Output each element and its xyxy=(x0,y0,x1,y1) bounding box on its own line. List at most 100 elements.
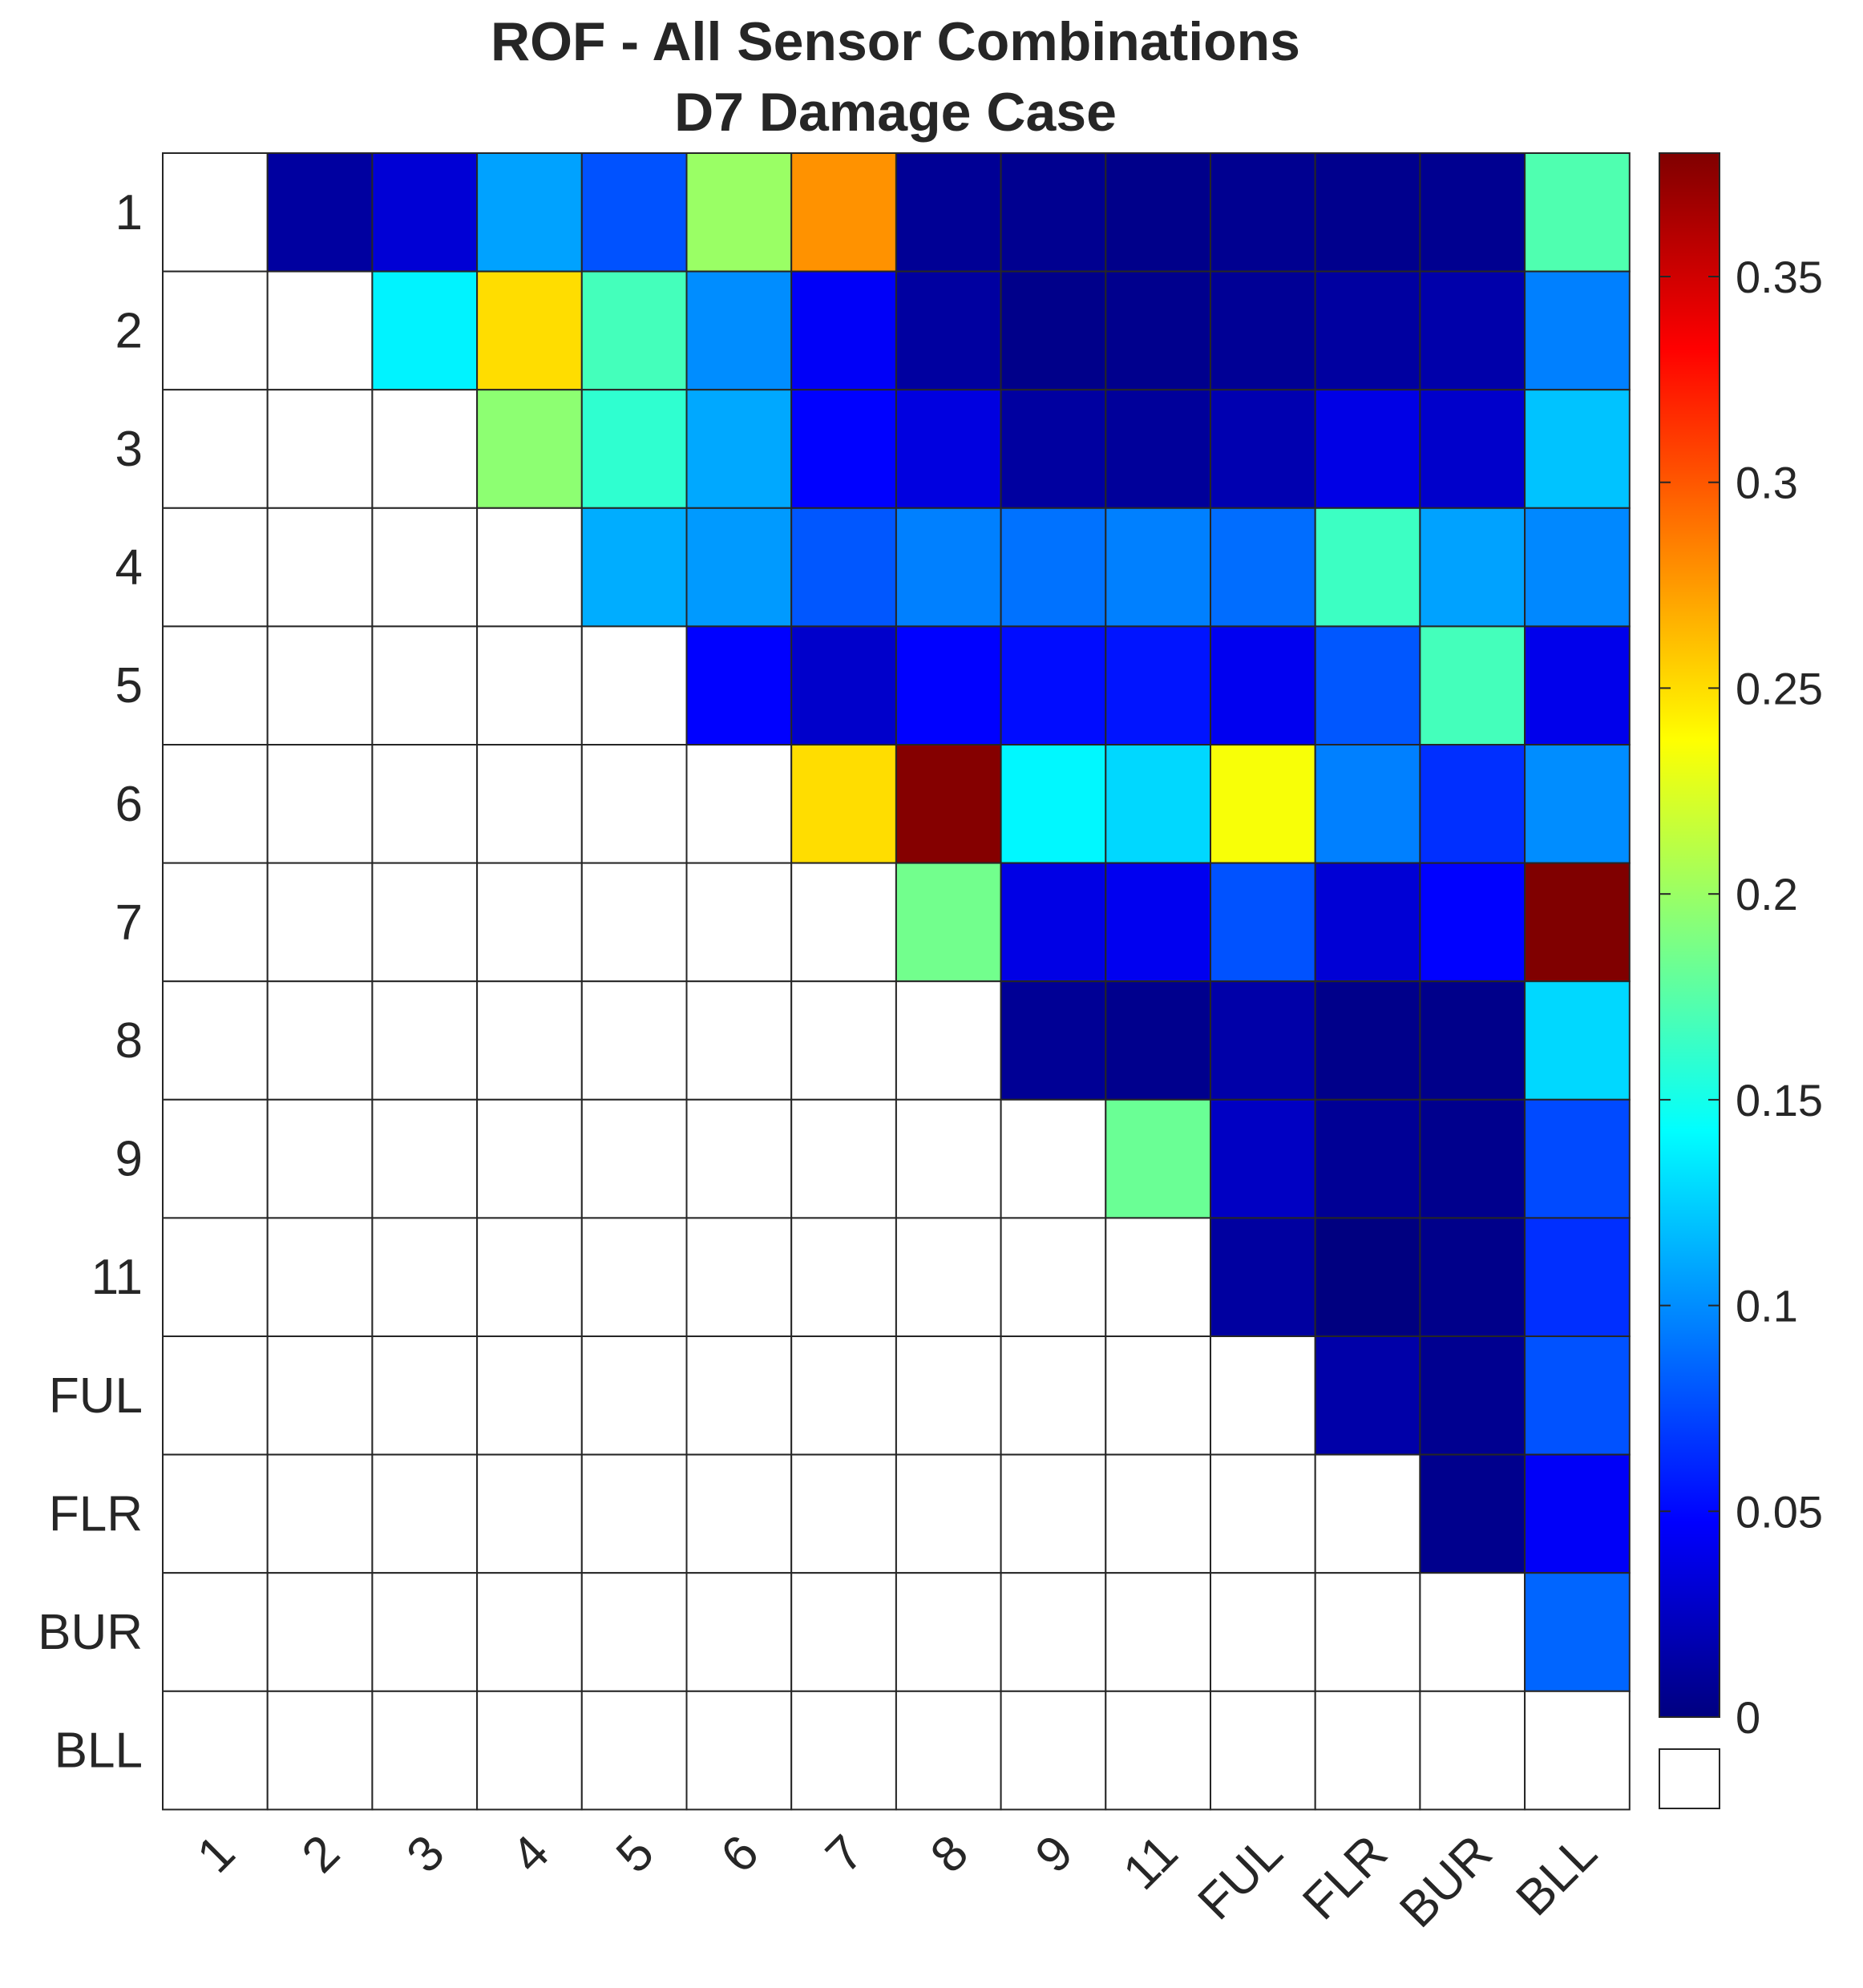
heatmap-cell-r2-c8 xyxy=(895,270,1002,391)
heatmap-cell-r2-c13 xyxy=(1419,270,1526,391)
heatmap-cell-r7-c9 xyxy=(1000,862,1107,983)
heatmap-cell-r4-c1 xyxy=(162,507,269,628)
row-label-2: 2 xyxy=(115,303,143,358)
heatmap-cell-r8-c9 xyxy=(1000,980,1107,1101)
heatmap-cell-r3-c12 xyxy=(1314,389,1421,509)
heatmap-cell-r7-c1 xyxy=(162,862,269,983)
row-label-5: 5 xyxy=(115,658,143,713)
heatmap-cell-r12-c13 xyxy=(1419,1453,1526,1574)
heatmap-cell-r12-c3 xyxy=(371,1453,479,1574)
heatmap-cell-r7-c11 xyxy=(1210,862,1316,983)
heatmap-cell-r8-c2 xyxy=(266,980,374,1101)
row-label-14: BLL xyxy=(55,1723,143,1779)
heatmap-cell-r2-c5 xyxy=(580,270,688,391)
heatmap-cell-r2-c12 xyxy=(1314,270,1421,391)
heatmap-cell-r1-c9 xyxy=(1000,152,1107,273)
heatmap-cell-r14-c1 xyxy=(162,1690,269,1811)
heatmap-cell-r3-c4 xyxy=(476,389,583,509)
colorbar-tick-label-0: 0 xyxy=(1736,1692,1760,1743)
colorbar-gradient xyxy=(1659,152,1720,1718)
heatmap-cell-r3-c8 xyxy=(895,389,1002,509)
heatmap-cell-r11-c6 xyxy=(685,1335,793,1456)
heatmap-cell-r3-c13 xyxy=(1419,389,1526,509)
heatmap-cell-r2-c9 xyxy=(1000,270,1107,391)
heatmap-cell-r10-c13 xyxy=(1419,1217,1526,1338)
heatmap-cell-r13-c7 xyxy=(790,1572,897,1692)
colorbar-tick-label-4: 0.2 xyxy=(1736,869,1798,919)
colorbar-tick-label-2: 0.1 xyxy=(1736,1281,1798,1331)
colorbar-tick-label-5: 0.25 xyxy=(1736,663,1823,713)
heatmap-cell-r5-c4 xyxy=(476,625,583,746)
heatmap-cell-r6-c9 xyxy=(1000,744,1107,864)
heatmap-cell-r13-c9 xyxy=(1000,1572,1107,1692)
heatmap-cell-r11-c8 xyxy=(895,1335,1002,1456)
heatmap-cell-r9-c10 xyxy=(1105,1098,1212,1219)
column-label-7: 7 xyxy=(815,1825,874,1884)
column-label-6: 6 xyxy=(711,1825,770,1884)
heatmap-cell-r7-c6 xyxy=(685,862,793,983)
heatmap-cell-r8-c1 xyxy=(162,980,269,1101)
heatmap-cell-r8-c6 xyxy=(685,980,793,1101)
heatmap-cell-r10-c14 xyxy=(1524,1217,1631,1338)
heatmap-cell-r3-c6 xyxy=(685,389,793,509)
heatmap-cell-r5-c10 xyxy=(1105,625,1212,746)
heatmap-cell-r2-c6 xyxy=(685,270,793,391)
heatmap-cell-r9-c2 xyxy=(266,1098,374,1219)
heatmap-cell-r14-c7 xyxy=(790,1690,897,1811)
heatmap-cell-r12-c10 xyxy=(1105,1453,1212,1574)
heatmap-cell-r7-c14 xyxy=(1524,862,1631,983)
heatmap-cell-r8-c14 xyxy=(1524,980,1631,1101)
heatmap-cell-r13-c10 xyxy=(1105,1572,1212,1692)
heatmap-cell-r14-c13 xyxy=(1419,1690,1526,1811)
heatmap-cell-r11-c9 xyxy=(1000,1335,1107,1456)
colorbar-tick-label-7: 0.35 xyxy=(1736,252,1823,302)
row-label-4: 4 xyxy=(115,540,143,596)
heatmap-cell-r9-c8 xyxy=(895,1098,1002,1219)
heatmap-cell-r1-c13 xyxy=(1419,152,1526,273)
heatmap-cell-r6-c2 xyxy=(266,744,374,864)
heatmap-cell-r12-c9 xyxy=(1000,1453,1107,1574)
heatmap-cell-r4-c12 xyxy=(1314,507,1421,628)
heatmap-cell-r5-c5 xyxy=(580,625,688,746)
heatmap-cell-r12-c12 xyxy=(1314,1453,1421,1574)
heatmap-cell-r5-c2 xyxy=(266,625,374,746)
heatmap-cell-r5-c12 xyxy=(1314,625,1421,746)
row-label-12: FLR xyxy=(49,1486,143,1542)
heatmap-cell-r2-c10 xyxy=(1105,270,1212,391)
heatmap-cell-r10-c2 xyxy=(266,1217,374,1338)
heatmap-cell-r12-c1 xyxy=(162,1453,269,1574)
heatmap-cell-r13-c2 xyxy=(266,1572,374,1692)
heatmap-cell-r11-c11 xyxy=(1210,1335,1316,1456)
column-label-14: BLL xyxy=(1505,1825,1607,1927)
heatmap-cell-r9-c13 xyxy=(1419,1098,1526,1219)
column-label-5: 5 xyxy=(606,1825,665,1884)
heatmap-cell-r1-c5 xyxy=(580,152,688,273)
heatmap-cell-r11-c14 xyxy=(1524,1335,1631,1456)
heatmap-cell-r7-c13 xyxy=(1419,862,1526,983)
heatmap-cell-r1-c4 xyxy=(476,152,583,273)
heatmap-cell-r2-c2 xyxy=(266,270,374,391)
heatmap-cell-r12-c8 xyxy=(895,1453,1002,1574)
heatmap-cell-r7-c3 xyxy=(371,862,479,983)
heatmap-cell-r9-c1 xyxy=(162,1098,269,1219)
heatmap-cell-r4-c5 xyxy=(580,507,688,628)
row-label-7: 7 xyxy=(115,895,143,950)
heatmap-cell-r8-c5 xyxy=(580,980,688,1101)
heatmap-cell-r13-c4 xyxy=(476,1572,583,1692)
column-label-12: FLR xyxy=(1292,1825,1398,1931)
heatmap-cell-r1-c8 xyxy=(895,152,1002,273)
heatmap-cell-r10-c1 xyxy=(162,1217,269,1338)
column-label-2: 2 xyxy=(292,1825,350,1884)
heatmap-cell-r5-c14 xyxy=(1524,625,1631,746)
heatmap-cell-r14-c14 xyxy=(1524,1690,1631,1811)
heatmap-cell-r5-c7 xyxy=(790,625,897,746)
colorbar: 0 0.05 0.1 0.15 0.2 0.25 0.3 0.35 xyxy=(1659,152,1823,1809)
column-label-4: 4 xyxy=(501,1825,560,1884)
heatmap-cell-r5-c8 xyxy=(895,625,1002,746)
row-label-9: 9 xyxy=(115,1132,143,1187)
row-label-6: 6 xyxy=(115,777,143,832)
heatmap-cell-r13-c13 xyxy=(1419,1572,1526,1692)
heatmap-cell-r4-c8 xyxy=(895,507,1002,628)
heatmap-cell-r6-c3 xyxy=(371,744,479,864)
